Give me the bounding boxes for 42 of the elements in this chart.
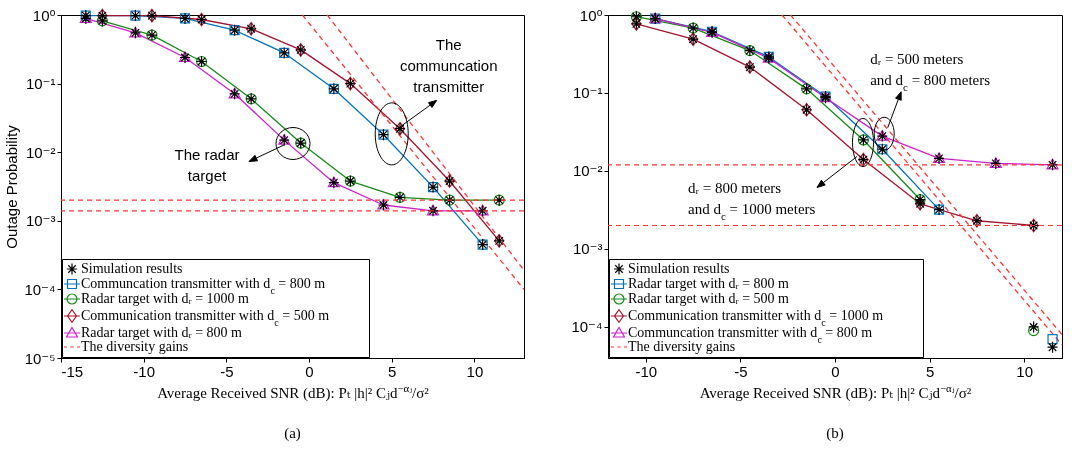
- x-tick-label: 10: [1016, 362, 1034, 380]
- legend-label: Simulation results: [628, 261, 730, 276]
- y-tick-label: 10⁻¹: [25, 75, 56, 93]
- y-tick-label: 10⁻⁴: [571, 318, 603, 336]
- y-tick-label: 10⁻³: [25, 212, 56, 230]
- x-tick-label: 5: [388, 362, 397, 380]
- point: [1047, 333, 1058, 345]
- x-tick-label: -10: [635, 362, 658, 380]
- y-tick-label: 10⁰: [32, 6, 56, 24]
- y-tick-label: 10⁻¹: [572, 84, 603, 102]
- legend-label: The diversity gains: [81, 339, 189, 354]
- x-tick-label: -15: [61, 362, 84, 380]
- x-tick-label: 5: [925, 362, 935, 380]
- annotation: The radar target: [174, 145, 240, 184]
- text: (a): [284, 425, 301, 442]
- legend-label: Radar target with dᵣ = 500 m: [628, 291, 790, 306]
- x-tick-label: 0: [831, 362, 840, 380]
- legend-label: Communication transmitter with d$_{c}$ = 500 m: [81, 308, 330, 328]
- x-tick-label: -10: [133, 362, 156, 380]
- x-tick-label: 0: [305, 362, 314, 380]
- legend-label: Radar target with dᵣ = 800 m: [628, 276, 790, 291]
- y-tick-label: 10⁰: [579, 6, 603, 24]
- y-tick-label: 10⁻⁵: [24, 349, 56, 367]
- y-tick-label: 10⁻³: [572, 240, 603, 258]
- x-tick-label: -5: [734, 362, 748, 380]
- y-tick-label: 10⁻⁴: [24, 280, 56, 298]
- text: (b): [826, 425, 844, 442]
- x-axis-title: Average Received SNR (dB): Pₜ |h|² Cⱼd$^{−αⱼ}$/σ²: [157, 381, 430, 402]
- annotation: dᵣ = 500 meters and d$_{c}$ = 800 meters: [870, 50, 991, 93]
- x-tick-label: -5: [220, 362, 234, 380]
- y-tick-label: 10⁻²: [25, 143, 56, 161]
- y-tick-label: 10⁻²: [572, 162, 603, 180]
- y-axis-title: Outage Probability: [3, 124, 21, 249]
- legend-label: Radar target with dᵣ = 800 m: [81, 325, 243, 340]
- annotation: The communcation transmitter: [399, 35, 498, 95]
- point: [1028, 320, 1040, 334]
- point: [1046, 341, 1059, 354]
- x-axis-title: Average Received SNR (dB): Pₜ |h|² Cⱼd$^{−αⱼ}$/σ²: [699, 381, 972, 402]
- legend-label: Communication transmitter with d$_{c}$ = 1000 m: [628, 308, 884, 328]
- legend-label: Simulation results: [81, 261, 183, 276]
- x-tick-label: 10: [466, 362, 484, 380]
- annotation: dᵣ = 800 meters and d$_{c}$ = 1000 meters: [688, 179, 816, 222]
